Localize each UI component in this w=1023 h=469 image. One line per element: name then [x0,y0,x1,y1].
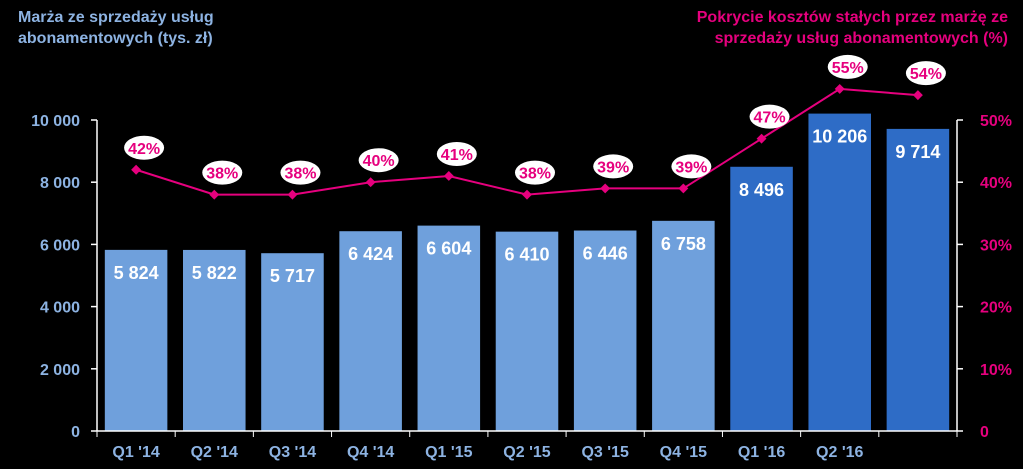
x-axis-tick-label: Q3 '15 [581,444,628,461]
coverage-point [209,189,220,200]
percent-label: 42% [128,141,160,158]
right-axis-tick-label: 0 [980,424,989,441]
left-axis-tick-label: 8 000 [40,175,80,192]
bar [495,231,559,431]
bar-value-label: 9 714 [895,142,940,162]
bar-value-label: 6 424 [348,244,393,264]
percent-label: 38% [206,166,238,183]
percent-label: 54% [910,66,942,83]
coverage-point [912,90,923,101]
bar [886,128,950,431]
left-axis-tick-label: 0 [71,424,80,441]
percent-label: 55% [832,60,864,77]
percent-label: 38% [519,166,551,183]
bar [104,249,168,431]
x-axis-tick-label: Q2 '16 [816,444,863,461]
coverage-point [365,177,376,188]
coverage-point [522,189,532,200]
percent-label-bubble [593,154,634,179]
coverage-point [834,83,845,94]
percent-label-bubble [515,160,555,185]
right-axis-tick-label: 50% [980,113,1012,130]
x-axis-tick-label: Q2 '15 [503,444,550,461]
right-axis-title-line-2: sprzedaży usług abonamentowych (%) [715,30,1008,47]
percent-label-bubble [827,54,868,79]
percent-label: 38% [284,166,316,183]
coverage-point [131,164,142,175]
x-axis-tick-label: Q3 '14 [269,444,316,461]
right-axis-tick-label: 30% [980,237,1012,254]
bar-value-label: 6 446 [583,244,628,264]
bar-value-label: 6 410 [504,245,549,265]
bar [573,230,637,431]
left-axis-tick-label: 6 000 [40,237,80,254]
x-axis-tick-label: Q1 '15 [425,444,472,461]
right-axis-tick-label: 10% [980,362,1012,379]
bar [417,225,481,431]
x-axis-tick-label: Q2 '14 [191,444,238,461]
x-axis-tick-label: Q1 '16 [738,444,785,461]
percent-label-bubble [280,160,321,185]
x-axis-tick-label: Q4 '14 [347,444,394,461]
percent-label-bubble [358,148,399,173]
left-axis-tick-label: 10 000 [31,113,80,130]
right-axis-tick-label: 40% [980,175,1012,192]
percent-label-bubble [671,154,712,179]
bar [261,253,324,431]
coverage-point [287,189,298,200]
bar-value-label: 6 604 [426,239,471,259]
coverage-point [443,171,454,181]
percent-label-bubble [905,61,946,86]
bar [339,231,402,431]
percent-label-bubble [202,160,243,185]
bar-value-label: 5 717 [270,266,315,286]
bar [808,113,871,432]
percent-label-bubble [749,104,790,129]
bar-value-label: 5 822 [192,263,237,283]
right-axis-title-line-1: Pokrycie kosztów stałych przez marżę ze [697,9,1008,26]
coverage-point [600,183,611,194]
bar-value-label: 8 496 [739,180,784,200]
x-axis-tick-label: Q1 '14 [112,444,159,461]
percent-label: 39% [597,159,629,176]
right-axis-tick-label: 20% [980,300,1012,317]
percent-label-bubble [436,141,477,166]
x-axis-tick-label: Q4 '15 [660,444,707,461]
coverage-point [756,133,767,144]
bar [183,249,246,431]
percent-label: 47% [754,110,786,127]
bar [652,220,715,431]
percent-label-bubble [124,135,165,160]
left-axis-title-line-1: Marża ze sprzedaży usług [18,9,214,26]
percent-label: 41% [441,147,473,164]
bar-value-label: 10 206 [812,127,867,147]
percent-label: 40% [363,153,395,170]
bar [730,166,793,431]
bar-value-label: 5 824 [114,263,159,283]
bar-value-label: 6 758 [661,234,706,254]
left-axis-tick-label: 4 000 [40,300,80,317]
plot-area: 5 824 5 822 5 717 6 424 6 604 6 410 6 446 6 758… [31,54,1012,461]
left-axis-tick-label: 2 000 [40,362,80,379]
coverage-point [678,183,689,194]
left-axis-title-line-2: abonamentowych (tys. zł) [18,30,213,47]
percent-label: 39% [675,159,707,176]
